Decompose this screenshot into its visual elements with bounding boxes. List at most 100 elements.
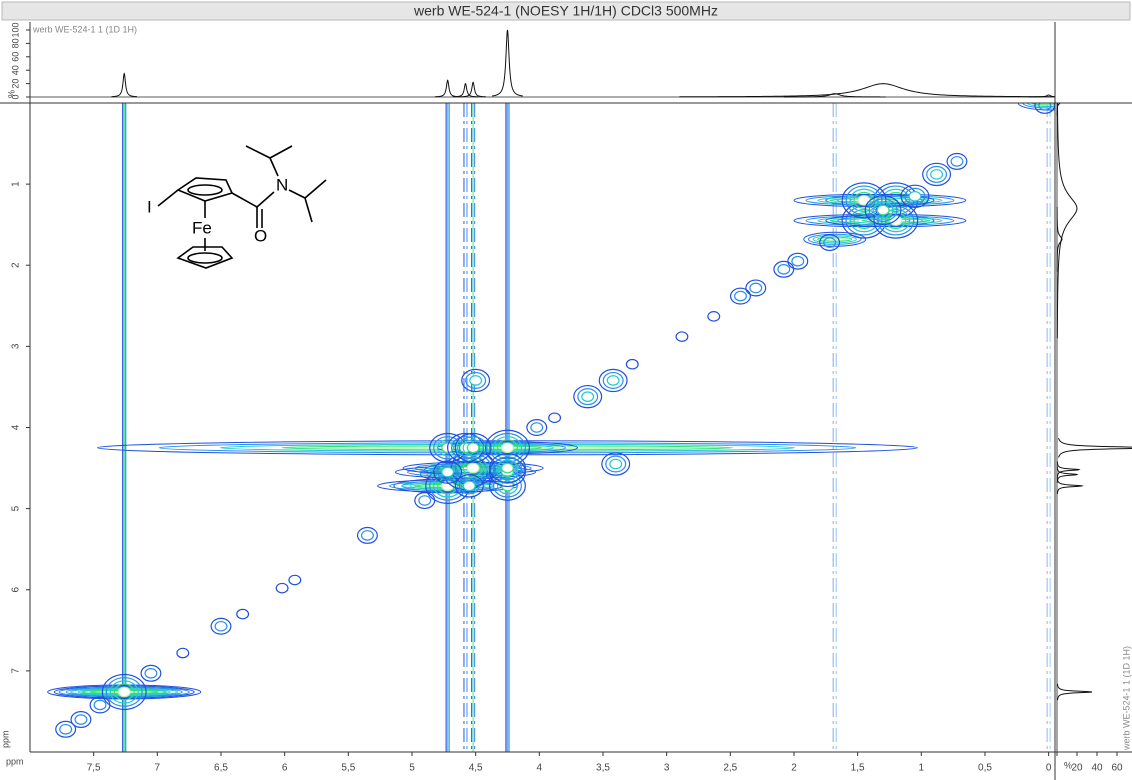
contour [625, 358, 639, 370]
contour [74, 714, 88, 725]
y-tick-label: 7 [11, 668, 22, 674]
cross-peak [356, 526, 378, 544]
contour [675, 331, 689, 342]
contour [950, 156, 964, 167]
x-tick-label: 0 [1046, 763, 1052, 774]
top-projection [30, 29, 1055, 98]
cross-peak [730, 287, 751, 305]
contour [458, 436, 488, 460]
projection-peak [1056, 206, 1063, 272]
bond [256, 191, 275, 208]
cross-peak [275, 582, 289, 594]
bond [304, 197, 313, 223]
contour [437, 439, 459, 457]
contour [214, 620, 228, 632]
contour [730, 287, 751, 305]
cross-peak [819, 234, 841, 252]
projection-peak [111, 72, 137, 98]
x-tick-label: 1 [919, 763, 925, 774]
structure: I N O Fe [147, 145, 327, 269]
cross-peak [414, 492, 436, 510]
cross-peak [454, 474, 484, 498]
bond [157, 189, 179, 207]
f2-ridge [47, 684, 202, 700]
cross-peak [176, 647, 190, 659]
cross-peak [70, 711, 92, 729]
cross-peak [707, 311, 721, 322]
contour [606, 375, 620, 386]
contour [1038, 103, 1052, 111]
cross-peak [900, 184, 930, 208]
cp-ring [176, 246, 234, 269]
contour [493, 460, 522, 484]
top-tick-label: 60 [10, 52, 20, 62]
projection-peak [460, 81, 486, 98]
projection-peak [1028, 94, 1055, 98]
contour [497, 459, 518, 477]
side-tick-label: 60 [1111, 763, 1123, 774]
contour [466, 462, 480, 474]
contour [109, 680, 139, 704]
contour [462, 439, 484, 457]
contour [418, 495, 432, 506]
f2-ridge [96, 440, 918, 456]
chart-title: werb WE-524-1 (NOESY 1H/1H) CDCl3 500MHz [413, 3, 718, 19]
x-tick-label: 6 [282, 763, 288, 774]
contour [433, 460, 463, 484]
contour [55, 720, 77, 738]
contour [745, 279, 767, 297]
contour [577, 388, 599, 406]
cross-peak [433, 460, 463, 484]
cross-peak [864, 195, 902, 225]
atom-label: I [147, 197, 152, 216]
contour [493, 436, 522, 460]
contour [602, 371, 624, 389]
contour [926, 165, 948, 183]
cross-peak [601, 452, 631, 476]
contour [454, 474, 484, 498]
cross-peak [53, 673, 195, 711]
contour [605, 455, 627, 473]
side-tick-label: 40 [1091, 763, 1103, 774]
contour [922, 162, 952, 187]
contour [773, 260, 795, 278]
side-unit: % [1064, 760, 1072, 770]
cross-peak [793, 182, 935, 219]
cross-peak [625, 358, 639, 370]
contour [117, 686, 131, 698]
contour [454, 432, 492, 463]
x-tick-label: 2,5 [723, 763, 737, 774]
cross-peak [288, 574, 302, 586]
projection-peak [492, 29, 523, 97]
cross-peak [598, 368, 628, 393]
y-tick-label: 3 [11, 343, 22, 349]
contour [734, 290, 747, 302]
projection-peak [1056, 461, 1081, 478]
cross-peak [489, 453, 526, 483]
contour [144, 668, 158, 679]
contour [946, 152, 968, 170]
y-tick-label: 5 [11, 505, 22, 511]
contour [101, 673, 147, 711]
contour [526, 419, 548, 437]
contour [458, 477, 480, 495]
projection-label: werb WE-524-1 1 (1D 1H) [32, 24, 137, 34]
contour [845, 185, 883, 216]
projection-peak [1056, 466, 1079, 483]
contour [497, 477, 518, 495]
contour [707, 311, 721, 322]
title-bar [1, 1, 1131, 21]
contour [59, 723, 73, 735]
contour [489, 457, 526, 488]
contour [466, 442, 480, 454]
contour [501, 462, 514, 474]
contour [356, 526, 378, 544]
contour [853, 191, 875, 209]
f2-ridge [1036, 103, 1055, 105]
x-tick-label: 1,5 [851, 763, 865, 774]
atom-label: Fe [192, 218, 212, 237]
contour [105, 677, 143, 707]
cross-peak [922, 162, 952, 187]
side-tick-label: 20 [1071, 763, 1083, 774]
contour [497, 439, 518, 457]
